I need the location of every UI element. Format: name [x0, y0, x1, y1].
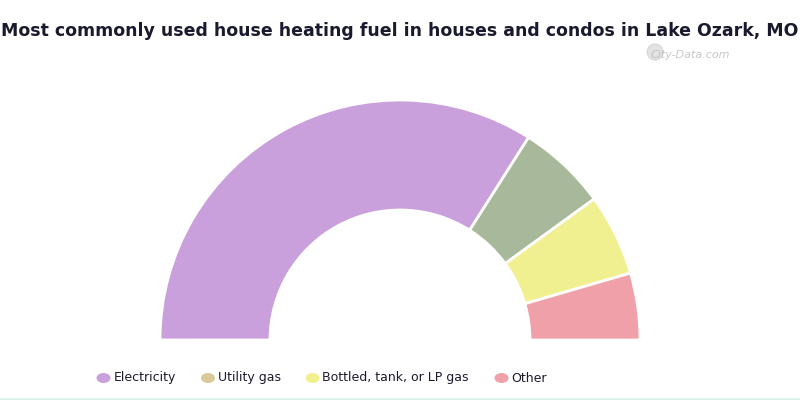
Wedge shape [160, 100, 529, 340]
Text: Electricity: Electricity [114, 372, 176, 384]
Ellipse shape [97, 373, 110, 383]
Ellipse shape [201, 373, 215, 383]
Ellipse shape [306, 373, 319, 383]
Wedge shape [470, 137, 594, 264]
Text: Utility gas: Utility gas [218, 372, 281, 384]
Circle shape [647, 44, 663, 60]
Text: Most commonly used house heating fuel in houses and condos in Lake Ozark, MO: Most commonly used house heating fuel in… [2, 22, 798, 40]
Wedge shape [525, 273, 640, 340]
Ellipse shape [494, 373, 509, 383]
Text: City-Data.com: City-Data.com [650, 50, 730, 60]
Text: Other: Other [511, 372, 547, 384]
Text: Bottled, tank, or LP gas: Bottled, tank, or LP gas [322, 372, 469, 384]
Wedge shape [505, 199, 630, 304]
